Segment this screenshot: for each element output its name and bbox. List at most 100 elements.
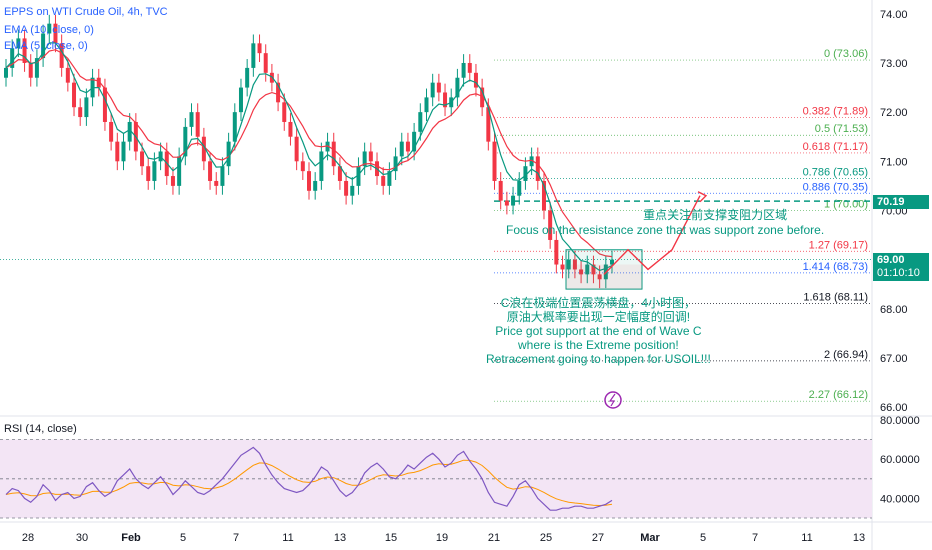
- candle-body: [152, 161, 157, 181]
- wave-note-en-3: Retracement going to happen for USOIL!!!: [486, 352, 711, 366]
- flash-bolt: [608, 393, 616, 407]
- fib-level-label: 0.5 (71.53): [815, 123, 868, 135]
- fib-level-label: 0.382 (71.89): [803, 106, 868, 118]
- candle-body: [72, 82, 77, 108]
- ema-slow-line: [5, 49, 613, 258]
- candle-body: [319, 151, 324, 181]
- candle-body: [356, 166, 361, 186]
- bar-countdown: 01:10:10: [877, 267, 920, 279]
- time-tick-label: 7: [233, 532, 239, 544]
- candle-body: [189, 112, 194, 127]
- price-tick-label: 73.00: [880, 58, 908, 70]
- candle-body: [412, 131, 417, 152]
- candle-body: [115, 141, 120, 162]
- time-tick-label: 5: [180, 532, 186, 544]
- candle-body: [127, 121, 132, 142]
- candle-body: [208, 161, 213, 181]
- wave-note-en-1: Price got support at the end of Wave C: [495, 324, 702, 338]
- time-tick-label: 27: [592, 532, 604, 544]
- candle-body: [263, 53, 268, 73]
- time-tick-label: 21: [488, 532, 500, 544]
- candle-body: [201, 136, 206, 162]
- fib-level-label: 1.414 (68.73): [803, 261, 868, 273]
- candle-body: [486, 107, 491, 142]
- candle-body: [337, 166, 342, 181]
- candle-body: [41, 33, 46, 59]
- candle-body: [350, 185, 355, 196]
- time-tick-label: 30: [76, 532, 88, 544]
- candle-body: [535, 156, 540, 181]
- price-tick-label: 68.00: [880, 304, 908, 316]
- candle-body: [16, 38, 21, 49]
- candle-body: [492, 141, 497, 181]
- symbol-legend[interactable]: EPPS on WTI Crude Oil, 4h, TVC: [4, 6, 168, 18]
- candle-body: [257, 43, 262, 54]
- candle-body: [109, 121, 114, 142]
- candle-body: [424, 97, 429, 113]
- candle-body: [344, 180, 349, 196]
- candle-body: [282, 102, 287, 122]
- candle-body: [294, 136, 299, 162]
- time-tick-label: 13: [334, 532, 346, 544]
- candle-body: [220, 166, 225, 186]
- projection-path: [603, 195, 701, 275]
- resistance-note-en: Focus on the resistance zone that was su…: [506, 223, 825, 237]
- candle-body: [47, 23, 52, 34]
- candle-body: [591, 264, 596, 275]
- candle-body: [331, 141, 336, 167]
- consolidation-box: [565, 249, 643, 290]
- ema-legend-2[interactable]: EMA (5, close, 0): [4, 40, 88, 52]
- candle-body: [467, 62, 472, 73]
- candle-body: [170, 176, 175, 186]
- candle-body: [504, 200, 509, 206]
- candle-body: [53, 23, 58, 44]
- candle-body: [443, 92, 448, 108]
- ema-legend-1[interactable]: EMA (10, close, 0): [4, 24, 94, 36]
- rsi-tick-label: 80.0000: [880, 415, 920, 427]
- time-tick-label: 11: [282, 532, 293, 544]
- rsi-legend[interactable]: RSI (14, close): [4, 423, 77, 435]
- fib-level-label: 1.27 (69.17): [809, 239, 868, 251]
- wave-note-cn-1: C浪在极端位置震荡横盘，4小时图，: [500, 296, 697, 310]
- candle-body: [560, 264, 565, 270]
- candle-body: [473, 72, 478, 88]
- price-tick-label: 71.00: [880, 156, 908, 168]
- price-tick-label: 67.00: [880, 353, 908, 365]
- candle-body: [579, 269, 584, 275]
- wave-note: C浪在极端位置震荡横盘，4小时图， 原油大概率要出现一定幅度的回调! Price…: [486, 296, 711, 366]
- candle-body: [362, 151, 367, 167]
- candle-body: [461, 62, 466, 78]
- candle-body: [572, 259, 577, 270]
- fib-level-label: 0 (73.06): [824, 48, 868, 60]
- time-tick-label: 28: [22, 532, 34, 544]
- candle-body: [566, 259, 571, 270]
- resistance-price-tag: 70.19: [873, 195, 929, 209]
- wave-note-en-2: where is the Extreme position!: [518, 338, 679, 352]
- resistance-note: 重点关注前支撑变阻力区域 Focus on the resistance zon…: [506, 206, 824, 237]
- time-tick-label: Feb: [121, 532, 141, 544]
- candle-body: [300, 161, 305, 172]
- candle-body: [480, 87, 485, 108]
- rsi-tick-label: 60.0000: [880, 454, 920, 466]
- time-tick-label: 19: [436, 532, 448, 544]
- time-tick-label: 5: [700, 532, 706, 544]
- candle-body: [140, 151, 145, 167]
- candle-body: [177, 156, 182, 186]
- candle-body: [59, 43, 64, 68]
- wave-note-cn-2: 原油大概率要出现一定幅度的回调!: [506, 310, 691, 324]
- current-price-tag: 69.00 01:10:10: [873, 253, 929, 281]
- candle-body: [597, 274, 602, 280]
- candle-body: [523, 166, 528, 181]
- projection-arrow-head: [697, 191, 708, 203]
- rsi-tick-label: 40.0000: [880, 493, 920, 505]
- candle-body: [313, 180, 318, 191]
- candle-body: [368, 151, 373, 162]
- candle-body: [387, 171, 392, 186]
- ema-fast-line: [5, 42, 613, 272]
- candle-body: [214, 180, 219, 186]
- fib-level-label: 0.786 (70.65): [803, 167, 868, 179]
- candle-body: [381, 176, 386, 186]
- candle-body: [34, 58, 39, 78]
- candle-body: [548, 210, 553, 240]
